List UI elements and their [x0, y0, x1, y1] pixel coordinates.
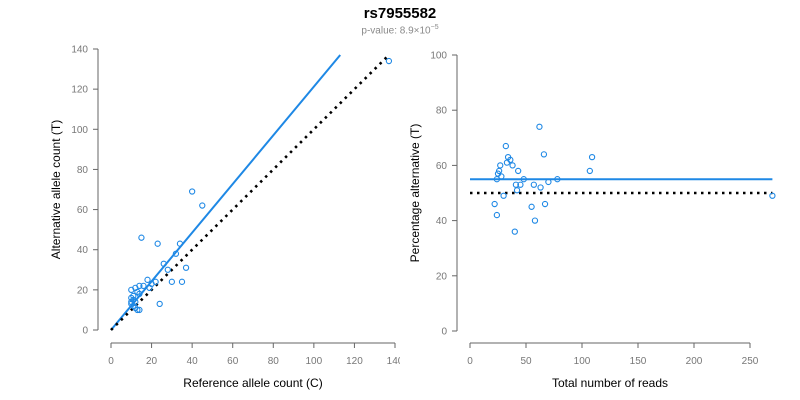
data-point — [513, 187, 521, 194]
data-point — [140, 282, 147, 289]
x-tick-label: 100 — [306, 356, 323, 367]
x-tick-label: 50 — [520, 356, 532, 367]
x-tick-label: 100 — [574, 356, 591, 367]
x-tick-label: 140 — [387, 356, 400, 367]
data-point — [537, 184, 544, 191]
data-point — [769, 192, 776, 199]
data-point — [502, 142, 509, 150]
p-value-text: p-value: 8.9×10 — [361, 25, 431, 37]
data-point — [545, 178, 552, 186]
data-point — [531, 217, 539, 224]
y-axis-label: Percentage alternative (T) — [408, 124, 422, 263]
x-tick-label: 80 — [268, 356, 280, 367]
x-tick-label: 20 — [146, 356, 158, 367]
data-point — [515, 167, 522, 175]
x-tick-label: 150 — [630, 356, 647, 367]
x-tick-label: 120 — [346, 356, 363, 367]
data-point — [164, 266, 171, 273]
data-point — [144, 276, 151, 283]
x-tick-label: 200 — [686, 356, 703, 367]
data-point — [136, 282, 143, 289]
data-point — [136, 290, 143, 298]
data-point — [182, 264, 190, 271]
x-tick-label: 250 — [742, 356, 759, 367]
data-point — [500, 192, 507, 199]
data-point — [497, 162, 504, 169]
y-axis-label: Alternative allele count (T) — [49, 120, 63, 259]
chart-subtitle: p-value: 8.9×10−5 — [0, 24, 800, 36]
y-tick-label: 40 — [77, 245, 89, 256]
data-point — [536, 123, 543, 130]
data-point — [517, 181, 524, 188]
data-point — [511, 228, 518, 235]
y-tick-label: 20 — [77, 285, 89, 296]
data-point — [132, 304, 139, 312]
x-tick-label: 60 — [227, 356, 239, 367]
y-tick-label: 120 — [71, 85, 88, 96]
y-tick-label: 60 — [436, 161, 448, 172]
scatter-plot-percentage-alternative: 0 50 100 150 200 250 0 20 40 60 80 100 Total number … — [408, 51, 776, 390]
data-point — [152, 278, 159, 285]
data-point — [493, 211, 501, 219]
data-point — [507, 156, 514, 164]
data-point — [520, 176, 527, 183]
y-tick-label: 140 — [71, 45, 88, 56]
data-point — [138, 234, 145, 241]
data-point — [586, 167, 593, 175]
x-axis-label: Reference allele count (C) — [183, 376, 322, 390]
p-value-exponent: −5 — [430, 24, 439, 31]
data-point — [509, 162, 516, 169]
scatter-plot-allele-counts: 0 20 40 60 80 100 120 140 0 20 40 60 80 100 120 140 Refe… — [49, 45, 400, 391]
data-point — [491, 200, 498, 208]
y-tick-label: 60 — [77, 205, 89, 216]
data-point — [160, 260, 167, 267]
data-point — [188, 188, 196, 195]
chart-title: rs7955582 — [363, 5, 437, 22]
y-tick-label: 80 — [77, 165, 89, 176]
y-tick-label: 80 — [436, 106, 448, 117]
x-tick-label: 40 — [187, 356, 199, 367]
y-tick-label: 100 — [71, 125, 88, 136]
data-point — [168, 278, 176, 285]
data-point — [498, 173, 505, 180]
data-point — [199, 202, 206, 209]
y-tick-label: 0 — [441, 327, 447, 338]
data-point — [540, 151, 548, 158]
data-point — [178, 278, 186, 285]
y-tick-label: 40 — [436, 216, 448, 227]
data-point — [541, 200, 549, 208]
x-tick-label: 0 — [108, 356, 114, 367]
data-point — [554, 176, 561, 183]
x-tick-label: 0 — [467, 356, 473, 367]
y-tick-label: 100 — [430, 51, 447, 62]
data-point — [588, 153, 596, 161]
data-point — [385, 57, 393, 65]
fit-line — [110, 54, 341, 331]
data-point — [130, 292, 137, 300]
data-point — [172, 250, 180, 257]
data-point — [503, 159, 511, 166]
data-point — [528, 203, 535, 210]
y-tick-label: 20 — [436, 271, 448, 282]
data-point — [530, 181, 537, 188]
data-point — [176, 240, 184, 247]
x-axis-label: Total number of reads — [552, 376, 668, 390]
data-point — [154, 240, 161, 247]
data-point — [156, 300, 163, 308]
y-tick-label: 0 — [82, 326, 88, 337]
